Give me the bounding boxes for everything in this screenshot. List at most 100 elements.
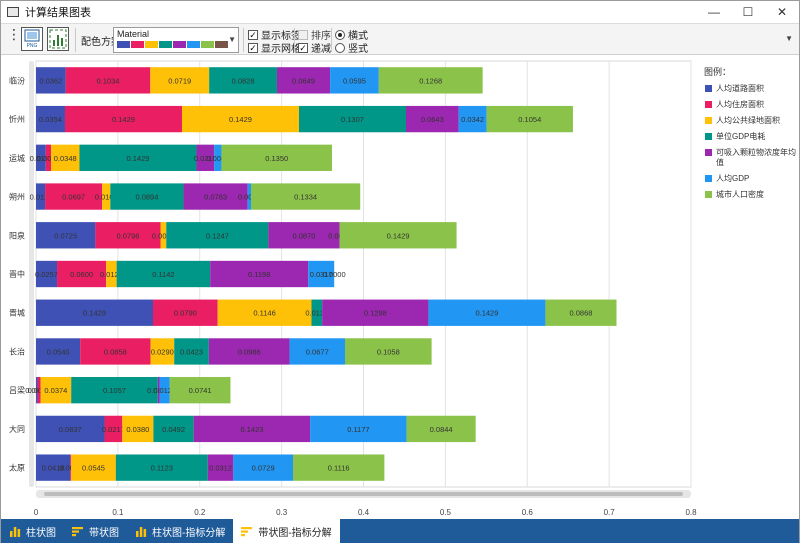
show-labels-checkbox[interactable]: ✓ 显示标签 xyxy=(248,27,301,42)
bar-segment xyxy=(157,377,160,404)
category-label: 太原 xyxy=(9,463,25,473)
data-label: 0.1423 xyxy=(240,425,263,434)
bar-segment xyxy=(174,338,209,365)
toolbar-separator xyxy=(243,28,244,52)
bar-segment xyxy=(378,67,483,94)
tab-3[interactable]: 柱状图-指标分解 xyxy=(127,519,233,543)
category-label: 晋城 xyxy=(9,309,25,318)
data-label: 0.1123 xyxy=(151,464,173,473)
data-label: 0.0741 xyxy=(189,386,212,395)
data-label: 0.0312 xyxy=(209,464,232,473)
data-label: 0.0111 xyxy=(30,193,52,202)
legend-swatch xyxy=(705,191,712,198)
data-label: 0.0986 xyxy=(238,347,261,356)
bar-segment xyxy=(214,144,222,171)
category-label: 阳泉 xyxy=(9,230,25,240)
bar-segment xyxy=(36,144,46,171)
checkbox-box: ✓ xyxy=(248,29,258,40)
bar-segment xyxy=(208,338,290,365)
bar-segment xyxy=(405,105,459,133)
scheme-swatch xyxy=(187,41,200,48)
tab-2[interactable]: 带状图 xyxy=(64,519,127,543)
data-label: 0.0374 xyxy=(44,386,67,395)
bar-segment xyxy=(406,415,476,443)
tab-4[interactable]: 带状图-指标分解 xyxy=(233,519,340,543)
bar-segment xyxy=(122,415,154,443)
data-label: 0.0022 xyxy=(147,386,170,395)
data-label: 0.0828 xyxy=(232,76,255,85)
legend-item[interactable]: 人均道路面积 xyxy=(701,84,797,94)
category-label: 运城 xyxy=(9,154,25,163)
decrease-checkbox[interactable]: ✓ 递减 xyxy=(298,40,331,55)
data-label: 0.0423 xyxy=(180,347,203,356)
legend-swatch xyxy=(705,85,712,92)
data-label: 0.0130 xyxy=(305,309,328,318)
data-label: 0.0125 xyxy=(153,386,176,395)
vertical-radio[interactable]: 竖式 xyxy=(335,40,368,55)
bar-segment xyxy=(104,415,123,443)
bar-segment xyxy=(276,67,331,94)
toolbar-grip-icon[interactable]: ⋮ xyxy=(7,26,21,42)
show-grid-checkbox[interactable]: ✓ 显示网格 xyxy=(248,40,301,55)
data-label: 0.0217 xyxy=(102,425,125,434)
title-bar: 计算结果图表 — ☐ ✕ xyxy=(1,1,799,23)
legend-label: 人均住房面积 xyxy=(716,100,764,109)
data-label: 0.1034 xyxy=(96,76,119,85)
legend-item[interactable]: 可吸入颗粒物浓度年均值 xyxy=(701,148,797,168)
data-label: 0.0595 xyxy=(343,76,366,85)
bar-segment xyxy=(289,338,345,365)
data-label: 0.1057 xyxy=(103,386,126,395)
bar-segment xyxy=(293,454,385,481)
minimize-button[interactable]: — xyxy=(708,5,720,19)
data-label: 0.0362 xyxy=(39,76,62,85)
legend-item[interactable]: 城市人口密度 xyxy=(701,190,797,200)
bar-segment xyxy=(115,454,208,481)
data-label: 0.1116 xyxy=(328,464,350,473)
toolbar-collapse-icon[interactable]: ▼ xyxy=(785,34,793,43)
data-label: 0.0844 xyxy=(430,425,453,434)
decrease-label: 递减 xyxy=(311,44,331,55)
tab-label: 带状图-指标分解 xyxy=(258,527,332,539)
bar-segment xyxy=(210,260,309,288)
toolbar-separator xyxy=(294,28,295,52)
legend-item[interactable]: 人均住房面积 xyxy=(701,100,797,110)
data-label: 0.0012 xyxy=(59,464,82,473)
close-button[interactable]: ✕ xyxy=(776,5,788,19)
bar-segment xyxy=(311,299,323,326)
data-label: 0.0545 xyxy=(82,464,105,473)
data-label: 0.0128 xyxy=(100,270,123,279)
data-label: 0.0837 xyxy=(59,425,82,434)
legend-item[interactable]: 人均GDP xyxy=(701,174,797,184)
category-label: 临汾 xyxy=(9,75,25,85)
legend-item[interactable]: 单位GDP电耗 xyxy=(701,132,797,142)
data-label: 0.1146 xyxy=(253,309,275,318)
bar-segment xyxy=(339,222,457,249)
export-png-icon[interactable]: PNG xyxy=(21,27,43,51)
x-tick-label: 0.4 xyxy=(358,508,370,517)
tab-1[interactable]: 柱状图 xyxy=(1,519,64,543)
bar-segment xyxy=(110,183,184,210)
data-label: 0.0119 xyxy=(30,154,52,163)
sort-checkbox[interactable]: 排序 xyxy=(298,27,331,42)
chart-fit-icon[interactable] xyxy=(47,27,69,51)
bar-segment xyxy=(486,105,573,133)
bar-segment xyxy=(102,183,111,210)
bar-segment xyxy=(166,222,269,249)
bar-segment xyxy=(310,415,407,443)
bar-segment xyxy=(36,377,38,404)
bar-segment xyxy=(233,454,294,481)
checkbox-box: ✓ xyxy=(248,42,258,53)
x-tick-label: 0.1 xyxy=(112,508,124,517)
toolbar-separator xyxy=(75,28,76,52)
color-scheme-dropdown[interactable]: Material ▼ xyxy=(113,27,239,53)
bar-segment xyxy=(428,299,546,326)
vertical-scrollbar xyxy=(29,61,34,487)
bar-segment xyxy=(150,67,210,94)
maximize-button[interactable]: ☐ xyxy=(742,5,754,19)
chart-area: 0 0.1 0.2 0.3 0.4 0.5 0.6 0.7 0.8 临汾 0.0362 0.1034 0… xyxy=(5,59,797,519)
data-label: 0.0894 xyxy=(135,193,158,202)
horizontal-radio[interactable]: 横式 xyxy=(335,27,368,42)
legend-item[interactable]: 人均公共绿地面积 xyxy=(701,116,797,126)
data-label: 0.1429 xyxy=(126,154,149,163)
app-icon xyxy=(7,7,19,17)
